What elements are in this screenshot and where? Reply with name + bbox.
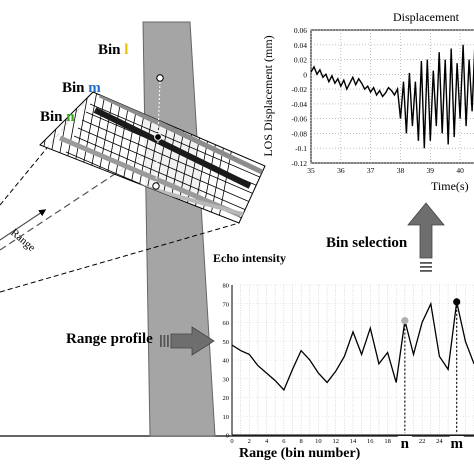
displacement-grid [310, 29, 474, 164]
echo-x-tick-label: 14 [350, 438, 357, 445]
echo-x-ticks: 02468101214161820222426 [230, 438, 460, 445]
bin-labels: Bin l Bin m Bin n [40, 42, 128, 125]
range-profile-label: Range profile [66, 331, 153, 347]
bin-n-strip [59, 135, 241, 218]
bin-m-strip [93, 107, 252, 189]
echo-y-tick-label: 70 [223, 301, 230, 308]
echo-x-tick-label: 2 [248, 438, 251, 445]
echo-x-tick-label: 24 [436, 438, 443, 445]
displacement-y-tick-label: 0.06 [294, 26, 307, 35]
echo-x-tick-label: 4 [265, 438, 269, 445]
echo-x-tick-label: 16 [367, 438, 374, 445]
target-n-point [152, 182, 160, 190]
echo-marker-n-dot [401, 317, 409, 325]
echo-marker-label-backdrop [397, 436, 412, 451]
echo-x-tick-label: 22 [419, 438, 426, 445]
bin-l-label: Bin l [98, 42, 128, 58]
bin-l-letter: l [124, 42, 128, 58]
echo-x-tick-label: 18 [384, 438, 391, 445]
echo-series-line [232, 301, 474, 392]
echo-x-tick-label: 8 [300, 438, 303, 445]
displacement-y-tick-label: -0.08 [291, 129, 307, 138]
echo-y-tick-label: 30 [223, 376, 230, 383]
bin-selection-label: Bin selection [326, 235, 408, 251]
echo-y-tick-label: 40 [223, 358, 230, 365]
displacement-title: Displacement [393, 10, 460, 24]
echo-title: Echo intensity [213, 251, 286, 265]
displacement-xlabel: Time(s) [431, 179, 469, 193]
echo-marker-m-label: m [450, 436, 463, 452]
displacement-x-tick-label: 38 [397, 166, 405, 175]
bin-m-letter: m [88, 80, 101, 96]
displacement-x-tick-label: 40 [456, 166, 464, 175]
echo-marker-lines [404, 305, 458, 433]
bin-selection-arrow [407, 202, 445, 272]
bin-n-label: Bin n [40, 109, 75, 125]
echo-y-tick-label: 60 [223, 320, 230, 327]
displacement-y-tick-label: -0.06 [291, 115, 307, 124]
displacement-x-ticks: 35 36 37 38 39 40 [307, 166, 464, 175]
displacement-y-tick-label: -0.02 [291, 85, 307, 94]
echo-marker-n-label: n [401, 436, 410, 452]
echo-y-tick-label: 0 [226, 433, 229, 440]
echo-y-ticks: 80 70 60 50 40 30 20 10 0 [223, 283, 230, 440]
echo-marker-m-dot [453, 298, 461, 306]
range-profile-arrow [160, 326, 215, 356]
echo-y-tick-label: 20 [223, 395, 230, 402]
displacement-series-line [311, 44, 474, 149]
bin-m-label: Bin m [62, 80, 101, 96]
displacement-ylabel: LOS Displacement (mm) [261, 35, 275, 156]
displacement-x-tick-label: 35 [307, 166, 315, 175]
echo-y-tick-label: 50 [223, 339, 230, 346]
displacement-y-tick-label: 0 [303, 70, 307, 79]
tower [142, 21, 216, 437]
echo-marker-label-backdrop [449, 436, 464, 451]
bin-l-strip [98, 92, 264, 175]
displacement-y-tick-label: -0.1 [295, 144, 307, 153]
displacement-y-tick-label: -0.04 [291, 100, 307, 109]
echo-xlabel: Range (bin number) [239, 446, 361, 461]
echo-x-tick-label: 6 [282, 438, 286, 445]
displacement-chart: Displacement 0.06 0.04 0.02 0 -0.02 -0.04 -0.0… [261, 10, 474, 193]
echo-y-tick-label: 10 [223, 414, 230, 421]
echo-x-tick-label: 0 [230, 438, 233, 445]
range-arrow-label: Range [8, 227, 37, 254]
echo-x-tick-label: 10 [315, 438, 322, 445]
displacement-x-tick-label: 37 [367, 166, 375, 175]
target-m-point [154, 133, 162, 141]
displacement-y-tick-label: 0.02 [294, 56, 307, 65]
displacement-x-tick-label: 36 [337, 166, 345, 175]
displacement-y-tick-label: 0.04 [294, 41, 307, 50]
bin-n-letter: n [66, 109, 75, 125]
displacement-y-tick-label: -0.12 [291, 159, 307, 168]
echo-y-tick-label: 80 [223, 283, 230, 290]
displacement-x-tick-label: 39 [427, 166, 435, 175]
range-arrow [0, 209, 47, 241]
target-l-point [156, 74, 164, 82]
displacement-y-ticks: 0.06 0.04 0.02 0 -0.02 -0.04 -0.06 -0.08 -0.1 -0.… [291, 26, 307, 168]
echo-x-tick-label: 12 [332, 438, 339, 445]
